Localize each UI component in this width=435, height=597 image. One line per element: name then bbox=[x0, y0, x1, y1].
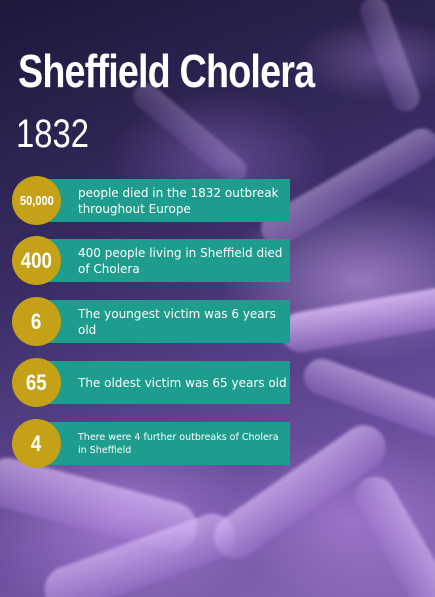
fact-bar bbox=[34, 300, 290, 343]
fact-text: people died in the 1832 outbreak through… bbox=[78, 185, 279, 216]
fact-number-badge: 4 bbox=[12, 419, 61, 468]
fact-number-badge: 50,000 bbox=[12, 176, 61, 225]
fact-bar bbox=[34, 179, 290, 222]
fact-item: 6 The youngest victim was 6 years old bbox=[12, 297, 290, 346]
fact-text: There were 4 further outbreaks of Choler… bbox=[78, 431, 279, 456]
fact-bar bbox=[34, 239, 290, 282]
fact-number-badge: 6 bbox=[12, 297, 61, 346]
fact-item: 50,000 people died in the 1832 outbreak … bbox=[12, 176, 290, 225]
fact-item: 65 The oldest victim was 65 years old bbox=[12, 358, 290, 407]
fact-item: 400 400 people living in Sheffield died … bbox=[12, 236, 290, 285]
fact-number-badge: 400 bbox=[12, 236, 61, 285]
page-title: Sheffield Cholera bbox=[18, 45, 315, 97]
fact-number-badge: 65 bbox=[12, 358, 61, 407]
fact-bar bbox=[34, 422, 290, 465]
fact-text: The oldest victim was 65 years old bbox=[78, 375, 287, 390]
fact-text: 400 people living in Sheffield died of C… bbox=[78, 245, 283, 276]
fact-item: 4 There were 4 further outbreaks of Chol… bbox=[12, 419, 290, 468]
fact-text: The youngest victim was 6 years old bbox=[78, 306, 276, 337]
fact-bar bbox=[34, 361, 290, 404]
page-subtitle-year: 1832 bbox=[16, 112, 89, 156]
